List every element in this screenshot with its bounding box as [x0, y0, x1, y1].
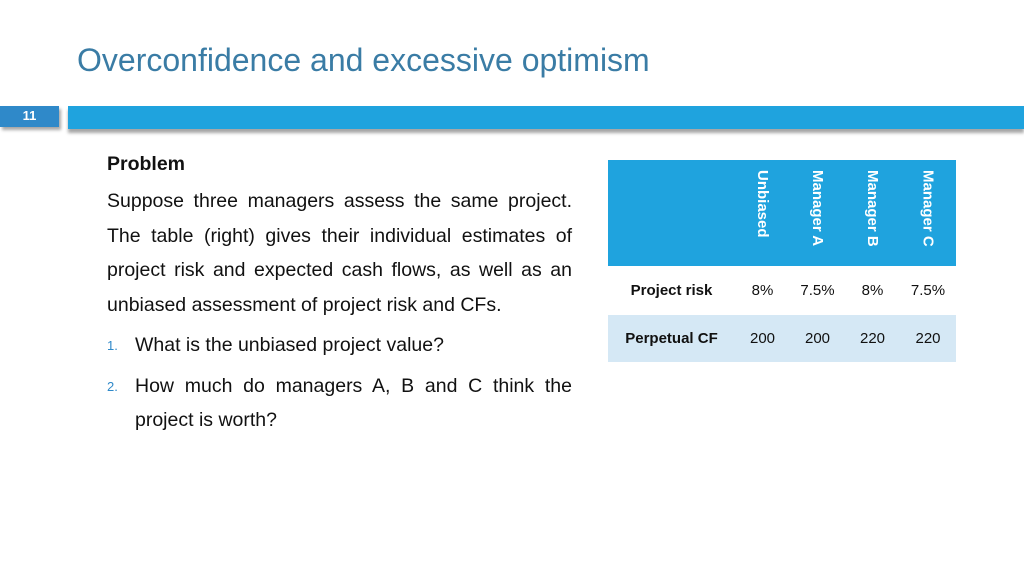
manager-estimates-table: Unbiased Manager A Manager B Manager C P…: [608, 160, 956, 362]
table-cell: 220: [915, 330, 941, 347]
table-row-project-risk: Project risk 8% 7.5% 8% 7.5%: [608, 266, 956, 315]
header-bar: [68, 106, 1024, 129]
question-item: 2. How much do managers A, B and C think…: [107, 369, 572, 438]
table-cell: 8%: [861, 282, 884, 299]
question-list: 1. What is the unbiased project value? 2…: [107, 328, 572, 438]
table-corner-cell: [608, 160, 735, 266]
table-cell: 200: [749, 330, 776, 347]
question-number: 2.: [107, 378, 118, 394]
question-number: 1.: [107, 338, 118, 353]
table-cell: 200: [804, 330, 831, 347]
row-label: Project risk: [630, 282, 713, 299]
question-text: What is the unbiased project value?: [135, 334, 444, 356]
table-cell: 8%: [751, 282, 774, 299]
question-text: How much do managers A, B and C think th…: [135, 374, 572, 432]
column-header-manager-c: Manager C: [919, 170, 937, 247]
question-item: 1. What is the unbiased project value?: [107, 328, 572, 364]
table-cell: 7.5%: [800, 282, 835, 299]
column-header-manager-b: Manager B: [864, 170, 881, 247]
table-cell: 7.5%: [910, 282, 946, 299]
slide-title: Overconfidence and excessive optimism: [77, 42, 650, 78]
problem-paragraph: Suppose three managers assess the same p…: [107, 190, 572, 316]
problem-text-block: Problem Suppose three managers assess th…: [107, 150, 572, 443]
problem-heading: Problem: [107, 153, 186, 175]
table-row-perpetual-cf: Perpetual CF 200 200 220 220: [608, 315, 956, 362]
column-header-manager-a: Manager A: [809, 170, 826, 247]
row-label: Perpetual CF: [625, 330, 718, 347]
table-header-row: Unbiased Manager A Manager B Manager C: [608, 160, 956, 266]
table-cell: 220: [859, 330, 886, 347]
slide-number: 11: [0, 106, 59, 127]
column-header-unbiased: Unbiased: [754, 170, 771, 238]
